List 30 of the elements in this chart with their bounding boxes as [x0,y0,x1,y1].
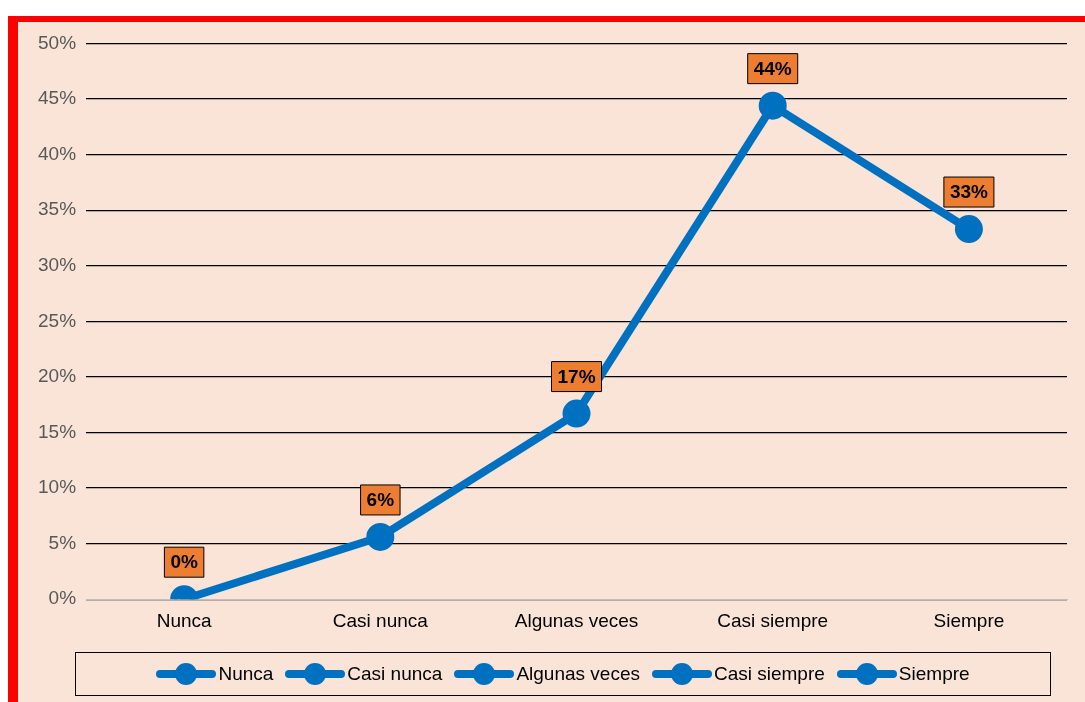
data-label: 17% [557,365,596,387]
point [366,522,395,551]
point [954,215,983,244]
data-label: 6% [366,489,395,511]
y-tick-label: 5% [48,531,77,553]
point [562,399,591,428]
y-tick-label: 20% [38,365,77,387]
category-label: Nunca [218,663,274,684]
category-label: Casi siempre [713,663,825,684]
data-label: 44% [753,57,792,79]
data-label: 0% [170,551,198,573]
data-label: 33% [949,181,989,203]
x-tick-label: Algunas veces [514,609,639,631]
category-label: Casi nunca [347,663,443,684]
y-tick-label: 30% [38,253,77,275]
x-tick-label: Siempre [933,609,1005,631]
y-tick-label: 45% [38,87,77,109]
y-tick-label: 50% [38,31,77,53]
y-tick-label: 10% [38,476,77,498]
y-tick-label: 15% [38,420,77,442]
point [758,91,787,120]
y-tick-label: 40% [38,142,77,164]
y-tick-label: 25% [38,309,77,331]
category-label: Algunas veces [516,663,640,684]
x-tick-label: Casi siempre [717,609,829,631]
y-tick-label: 0% [48,587,77,609]
y-tick-label: 35% [38,198,77,220]
x-tick-label: Nunca [156,609,213,631]
x-tick-label: Casi nunca [332,609,429,631]
category-label: Siempre [898,663,970,684]
